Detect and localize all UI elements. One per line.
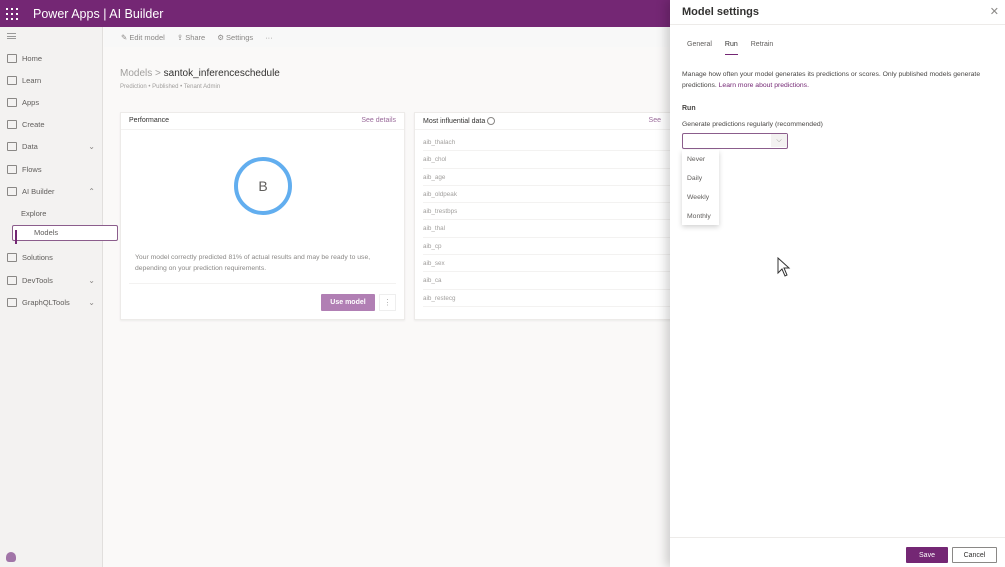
cancel-button[interactable]: Cancel <box>952 547 997 563</box>
option-daily[interactable]: Daily <box>687 175 703 182</box>
performance-title: Performance <box>129 117 170 124</box>
frequency-dropdown[interactable]: ⌵ <box>682 133 788 149</box>
sidebar-item-label: Solutions <box>22 253 53 263</box>
command-bar: ✎ Edit model ⇪ Share ⚙ Settings ··· <box>104 27 670 47</box>
generate-label: Generate predictions regularly (recommen… <box>682 121 823 128</box>
sidebar-item-learn[interactable]: Learn <box>0 69 103 91</box>
performance-card: Performance See details B Your model corr… <box>120 112 405 320</box>
apps-icon <box>7 97 17 107</box>
info-icon <box>487 117 496 125</box>
divider <box>129 283 396 284</box>
sidebar-item-label: Apps <box>22 97 40 107</box>
chevron-down-icon[interactable]: ⌵ <box>771 134 787 147</box>
sidebar-item-home[interactable]: Home <box>0 47 103 69</box>
option-monthly[interactable]: Monthly <box>687 213 711 220</box>
see-link[interactable]: See <box>648 117 661 124</box>
influential-item: aib_age <box>423 169 685 186</box>
share-button[interactable]: ⇪ Share <box>176 32 206 42</box>
influential-item: aib_restecg <box>423 290 685 307</box>
sidebar-item-solutions[interactable]: Solutions <box>0 247 103 269</box>
run-heading: Run <box>682 105 696 112</box>
influential-item: aib_thalach <box>423 134 685 152</box>
sidebar-item-label: Data <box>22 142 38 152</box>
influential-item: aib_trestbps <box>423 203 685 221</box>
grade-ring: B <box>234 157 292 215</box>
performance-text: Your model correctly predicted 81% of ac… <box>135 254 371 272</box>
breadcrumb: Models > santok_inferenceschedule <box>120 68 280 79</box>
app-title[interactable]: Power Apps | AI Builder <box>33 6 164 21</box>
more-commands-button[interactable]: ··· <box>265 32 273 42</box>
sidebar-item-models[interactable]: Models <box>12 224 118 244</box>
sidebar-item-ai-builder[interactable]: AI Builder ⌃ <box>0 180 103 202</box>
more-options-button[interactable]: ⋮ <box>379 294 396 311</box>
sidebar-item-label: DevTools <box>22 275 53 285</box>
sidebar-item-graphqltools[interactable]: GraphQLTools ⌄ <box>0 291 103 313</box>
sidebar-item-label: Flows <box>22 164 42 174</box>
breadcrumb-models[interactable]: Models <box>120 68 153 79</box>
sidebar-item-devtools[interactable]: DevTools ⌄ <box>0 269 103 291</box>
use-model-button[interactable]: Use model <box>321 294 375 311</box>
sidebar-item-create[interactable]: Create <box>0 114 103 136</box>
home-icon <box>7 53 17 63</box>
hamburger-icon[interactable] <box>7 33 16 39</box>
learn-more-link[interactable]: Learn more about predictions. <box>718 81 809 89</box>
save-button[interactable]: Save <box>906 547 948 563</box>
chevron-down-icon[interactable]: ⌄ <box>88 142 95 152</box>
mouse-cursor-icon <box>777 257 791 277</box>
model-meta: Prediction • Published • Tenant Admin <box>120 84 221 90</box>
sidebar: Home Learn Apps Create Data ⌄ Flows AI Builder ⌃… <box>0 27 118 567</box>
chevron-down-icon[interactable]: ⌄ <box>88 297 95 307</box>
sidebar-item-label: Home <box>22 53 43 63</box>
sidebar-item-label: Explore <box>21 208 47 218</box>
frequency-options: Never Daily Weekly Monthly <box>682 150 719 225</box>
option-weekly[interactable]: Weekly <box>687 194 710 201</box>
tab-general[interactable]: General <box>687 41 712 48</box>
option-never[interactable]: Never <box>687 156 706 163</box>
influential-item: aib_chol <box>423 151 685 169</box>
sidebar-item-label: AI Builder <box>22 186 55 196</box>
sidebar-item-flows[interactable]: Flows <box>0 158 103 180</box>
edit-model-button[interactable]: ✎ Edit model <box>121 32 165 42</box>
page-title: santok_inferenceschedule <box>163 68 280 79</box>
devtools-icon <box>7 297 17 307</box>
run-description: Manage how often your model generates it… <box>682 71 981 89</box>
influential-item: aib_oldpeak <box>423 186 685 204</box>
close-icon[interactable]: ✕ <box>989 6 999 18</box>
sidebar-item-label: GraphQLTools <box>22 297 70 307</box>
see-details-link[interactable]: See details <box>361 117 396 124</box>
panel-title: Model settings <box>682 6 760 18</box>
plus-icon <box>7 120 17 130</box>
breadcrumb-separator: > <box>155 68 161 79</box>
influential-card: Most influential data See aib_thalach aib… <box>414 112 694 320</box>
sidebar-item-label: Learn <box>22 75 42 85</box>
brain-icon <box>7 186 17 196</box>
chevron-up-icon[interactable]: ⌃ <box>88 186 95 196</box>
grade: B <box>258 178 268 194</box>
influential-title: Most influential data <box>423 117 496 125</box>
settings-button[interactable]: ⚙ Settings <box>217 32 254 42</box>
sidebar-item-data[interactable]: Data ⌄ <box>0 136 103 158</box>
tab-run[interactable]: Run <box>724 41 738 55</box>
book-icon <box>7 75 17 85</box>
sidebar-item-label: Create <box>22 120 45 130</box>
flow-icon <box>7 164 17 174</box>
influential-item: aib_thal <box>423 220 685 238</box>
sidebar-item-apps[interactable]: Apps <box>0 91 103 113</box>
bot-icon[interactable] <box>6 552 16 562</box>
table-icon <box>7 142 17 152</box>
sidebar-item-explore[interactable]: Explore <box>0 202 103 224</box>
influential-item: aib_cp <box>423 238 685 256</box>
model-settings-panel: Model settings ✕ General Run Retrain Man… <box>670 0 1005 567</box>
devtools-icon <box>7 275 17 285</box>
influential-item: aib_ca <box>423 272 685 290</box>
chevron-down-icon[interactable]: ⌄ <box>88 275 95 285</box>
waffle-icon[interactable] <box>6 7 18 20</box>
tab-retrain[interactable]: Retrain <box>750 41 774 48</box>
influential-item: aib_sex <box>423 255 685 273</box>
sidebar-item-label: Models <box>34 228 59 238</box>
solutions-icon <box>7 253 17 263</box>
